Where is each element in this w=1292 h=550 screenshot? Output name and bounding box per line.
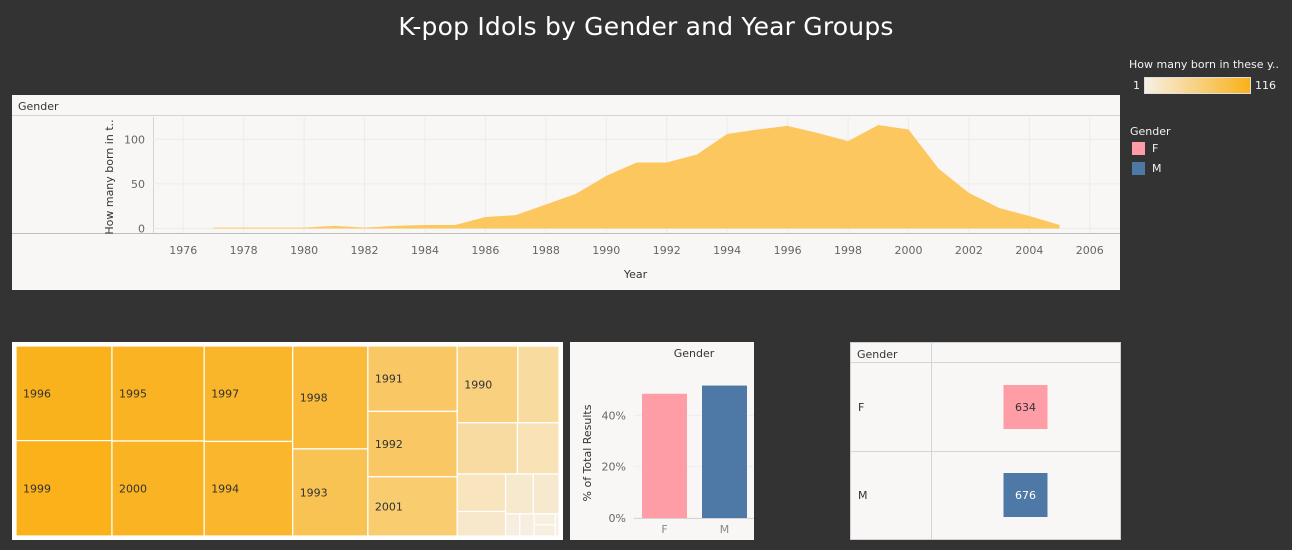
table-row-label: F	[858, 401, 864, 414]
area-x-tick-label: 2002	[955, 244, 983, 257]
treemap-panel[interactable]: 1996 1999 1995 2000 1997 1994 1998 1993 1991 1992…	[12, 342, 563, 540]
area-series-fill	[213, 125, 1060, 229]
area-header-label: Gender	[18, 100, 59, 113]
treemap-cell	[15, 345, 113, 442]
area-x-axis-title: Year	[623, 268, 648, 281]
area-x-tick-label: 1990	[592, 244, 620, 257]
bar-y-tick-label: 20%	[602, 461, 626, 474]
area-x-tick-label: 1980	[290, 244, 318, 257]
treemap-cell	[292, 345, 369, 450]
area-chart-panel[interactable]: Gender 0 50 100 1976 1978 1980 1982 1984 1986 1988…	[12, 95, 1120, 290]
area-x-tick-label: 2006	[1076, 244, 1104, 257]
area-x-tick-label: 1994	[713, 244, 741, 257]
bar-y-tick-label: 40%	[602, 409, 626, 422]
treemap-cell-label: 2000	[119, 483, 147, 496]
bar-chart: Gender 0% 20% 40% F M % of Total Results	[581, 347, 754, 536]
area-chart: Gender 0 50 100 1976 1978 1980 1982 1984 1986 1988…	[12, 95, 1120, 281]
area-x-tick-label: 1978	[230, 244, 258, 257]
treemap-cell	[203, 440, 294, 537]
area-x-tick-label: 1984	[411, 244, 439, 257]
area-x-tick-label: 1976	[169, 244, 197, 257]
gender-count-table[interactable]: Gender F 634 M 676	[850, 342, 1121, 540]
color-legend-max: 116	[1255, 79, 1276, 92]
color-legend-min: 1	[1133, 79, 1140, 92]
treemap-cell	[519, 513, 535, 537]
treemap-cell-label: 1992	[375, 438, 403, 451]
treemap-cell-label: 1999	[23, 482, 51, 495]
treemap-cell	[532, 473, 560, 515]
treemap-cell-label: 1993	[300, 486, 328, 499]
area-x-tick-label: 1996	[774, 244, 802, 257]
table-header-label: Gender	[857, 348, 898, 361]
treemap-cell	[517, 345, 560, 424]
treemap-cell	[111, 345, 205, 442]
table-value-mark	[1003, 473, 1048, 517]
treemap-cell	[554, 513, 560, 537]
color-legend-title: How many born in these y..	[1129, 58, 1279, 71]
treemap-cell	[533, 513, 557, 526]
treemap-cell-label: 1998	[300, 391, 328, 404]
treemap-cell-label: 1995	[119, 388, 147, 401]
gender-legend-item-f[interactable]: F	[1132, 142, 1158, 155]
bar-y-tick-label: 0%	[609, 512, 626, 525]
area-header-bg	[12, 95, 1120, 115]
treemap-cell	[456, 422, 518, 475]
gender-legend-title: Gender	[1130, 125, 1171, 138]
area-y-tick-label: 100	[124, 133, 145, 146]
table-row-label: M	[858, 489, 868, 502]
gender-legend-item-m[interactable]: M	[1132, 162, 1162, 175]
area-x-tick-label: 1998	[834, 244, 862, 257]
area-x-tick-label: 1982	[351, 244, 379, 257]
bar-chart-panel[interactable]: Gender 0% 20% 40% F M % of Total Results	[570, 342, 754, 540]
table-value-label: 634	[1015, 401, 1036, 414]
gender-legend-swatch-m	[1132, 162, 1145, 175]
treemap-cell	[456, 510, 507, 537]
treemap-cell	[15, 439, 113, 537]
gender-legend-swatch-f	[1132, 142, 1145, 155]
treemap-cell	[456, 473, 507, 513]
area-y-axis-title: How many born in t..	[103, 119, 116, 234]
bar-header-label: Gender	[674, 347, 715, 360]
treemap-cell-label: 1994	[211, 483, 239, 496]
treemap-cell	[504, 513, 521, 537]
bar-y-axis-title: % of Total Results	[581, 404, 594, 501]
treemap-cell	[456, 345, 519, 424]
treemap-cell	[516, 422, 560, 475]
treemap-cell-label: 1997	[211, 388, 239, 401]
gender-legend-label-f: F	[1152, 142, 1159, 155]
dashboard-title: K-pop Idols by Gender and Year Groups	[398, 12, 894, 41]
area-y-tick-label: 50	[131, 178, 145, 191]
treemap-cell	[504, 473, 534, 515]
treemap-cell	[367, 345, 458, 412]
area-x-tick-label: 1988	[532, 244, 560, 257]
area-x-tick-label: 2004	[1015, 244, 1043, 257]
treemap-cell-label: 2001	[375, 500, 403, 513]
treemap-cell	[533, 524, 557, 537]
treemap-cell-label: 1990	[464, 378, 492, 391]
treemap-chart: 1996 1999 1995 2000 1997 1994 1998 1993 1991 1992…	[15, 345, 560, 537]
treemap-cell-label: 1991	[375, 373, 403, 386]
gender-count-table-grid: Gender F 634 M 676	[851, 343, 1120, 539]
bar-x-tick-label: F	[661, 523, 667, 536]
bar-x-tick-label: M	[720, 523, 730, 536]
treemap-cell	[367, 476, 458, 537]
area-x-tick-label: 2000	[894, 244, 922, 257]
color-legend-ramp	[1144, 77, 1251, 94]
area-y-tick-label: 0	[138, 223, 145, 236]
area-x-tick-label: 1992	[653, 244, 681, 257]
bar-m	[702, 385, 747, 518]
treemap-cell	[203, 345, 294, 443]
area-x-tick-label: 1986	[471, 244, 499, 257]
bar-f	[642, 393, 687, 518]
table-value-label: 676	[1015, 489, 1036, 502]
table-value-mark	[1003, 385, 1048, 429]
treemap-cell-label: 1996	[23, 387, 51, 400]
gender-legend-label-m: M	[1152, 162, 1162, 175]
